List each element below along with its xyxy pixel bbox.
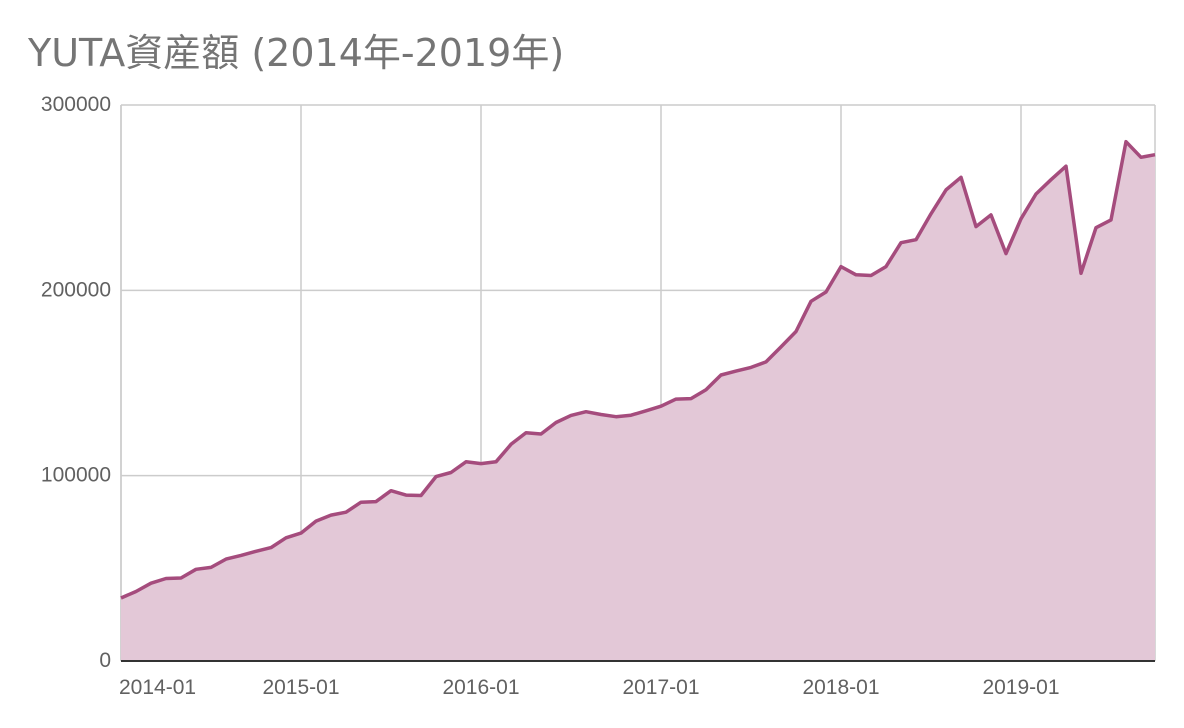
chart-title: YUTA資産額 (2014年-2019年) <box>28 31 565 75</box>
y-tick-labels: 0 100000 200000 300000 <box>41 93 111 672</box>
y-tick-label: 300000 <box>41 93 111 116</box>
x-tick-label: 2016-01 <box>442 676 519 699</box>
y-tick-label: 200000 <box>41 278 111 301</box>
y-tick-label: 0 <box>99 649 111 672</box>
x-tick-label: 2019-01 <box>982 676 1059 699</box>
x-tick-label: 2015-01 <box>262 676 339 699</box>
x-tick-label: 2018-01 <box>802 676 879 699</box>
y-tick-label: 100000 <box>41 464 111 487</box>
x-tick-label: 2017-01 <box>622 676 699 699</box>
x-tick-labels: 2014-01 2015-01 2016-01 2017-01 2018-01 2019-… <box>119 676 1060 699</box>
x-tick-label: 2014-01 <box>119 676 196 699</box>
series-line <box>120 139 1156 600</box>
area-fill <box>121 141 1155 661</box>
